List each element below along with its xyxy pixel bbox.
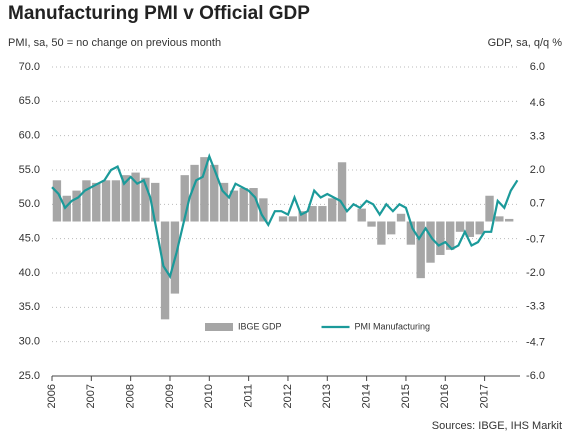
y-tick-label: 30.0	[19, 336, 40, 348]
y2-tick-label: -2.0	[526, 267, 545, 279]
bar	[288, 216, 298, 222]
bar	[367, 221, 376, 227]
bar	[62, 195, 71, 222]
legend-label: IBGE GDP	[238, 321, 282, 331]
bar	[141, 177, 150, 222]
bar	[416, 221, 425, 279]
y2-tick-label: -6.0	[526, 370, 545, 382]
bar	[357, 208, 366, 222]
bar	[475, 221, 484, 235]
x-tick-label: 2006	[46, 384, 58, 408]
bar	[52, 180, 62, 222]
y-tick-label: 55.0	[19, 164, 40, 176]
bar	[190, 164, 199, 222]
x-tick-label: 2008	[125, 384, 137, 408]
y2-tick-label: 2.0	[530, 164, 545, 176]
x-tick-label: 2009	[164, 384, 176, 408]
bar	[278, 216, 288, 222]
bar	[92, 182, 101, 222]
bar	[249, 188, 258, 222]
x-tick-label: 2017	[479, 384, 491, 408]
y2-tick-label: -3.3	[526, 300, 545, 312]
y-tick-label: 25.0	[19, 370, 40, 382]
source: Sources: IBGE, IHS Markit	[432, 420, 562, 432]
x-tick-label: 2014	[361, 384, 373, 408]
bar	[131, 172, 140, 222]
x-tick-label: 2015	[400, 384, 412, 408]
y2-axis-label: GDP, sa, q/q %	[488, 37, 563, 49]
bar	[495, 216, 504, 222]
y-tick-label: 60.0	[19, 130, 40, 142]
bar	[72, 190, 81, 222]
bar	[505, 218, 514, 222]
bar	[396, 213, 406, 222]
y-tick-label: 40.0	[19, 267, 40, 279]
y2-tick-label: 3.3	[530, 130, 545, 142]
bar	[298, 211, 307, 222]
bar	[436, 221, 445, 255]
x-tick-label: 2013	[321, 384, 333, 408]
bar	[406, 221, 416, 245]
y2-tick-label: 4.6	[530, 97, 545, 109]
line	[51, 152, 519, 280]
x-tick-label: 2016	[439, 384, 451, 408]
y-tick-label: 45.0	[19, 233, 40, 245]
bar	[318, 206, 327, 222]
bar	[426, 221, 435, 263]
bar	[111, 180, 121, 222]
bar	[455, 221, 465, 232]
bar	[82, 180, 91, 222]
y2-tick-label: 6.0	[530, 61, 545, 73]
bar	[465, 221, 475, 237]
y-tick-label: 50.0	[19, 198, 40, 210]
bar	[239, 188, 248, 222]
bar	[101, 180, 111, 222]
bar	[151, 182, 160, 222]
bar	[180, 175, 189, 222]
bar	[446, 221, 455, 250]
bar	[308, 206, 317, 222]
x-tick-label: 2012	[282, 384, 294, 408]
x-tick-label: 2010	[203, 384, 215, 408]
bar	[377, 221, 386, 245]
bar	[485, 195, 494, 222]
bar	[387, 221, 396, 235]
bar	[259, 198, 268, 222]
y-axis-label: PMI, sa, 50 = no change on previous mont…	[8, 37, 221, 49]
bar	[121, 175, 130, 222]
chart-title: Manufacturing PMI v Official GDP	[8, 3, 310, 24]
bar	[200, 157, 209, 222]
y-tick-label: 35.0	[19, 301, 40, 313]
bar	[219, 182, 229, 222]
legend-swatch	[205, 323, 233, 331]
y2-tick-label: 0.7	[530, 197, 545, 209]
x-tick-label: 2007	[85, 384, 97, 408]
bar	[210, 164, 219, 222]
bar	[229, 190, 239, 222]
y2-tick-label: -4.7	[526, 336, 545, 348]
y-tick-label: 70.0	[19, 61, 40, 73]
y-tick-label: 65.0	[19, 95, 40, 107]
x-tick-label: 2011	[243, 384, 255, 408]
y2-tick-label: -0.7	[526, 233, 545, 245]
bar	[328, 198, 337, 222]
bar	[337, 162, 347, 222]
legend-label: PMI Manufacturing	[355, 321, 431, 331]
